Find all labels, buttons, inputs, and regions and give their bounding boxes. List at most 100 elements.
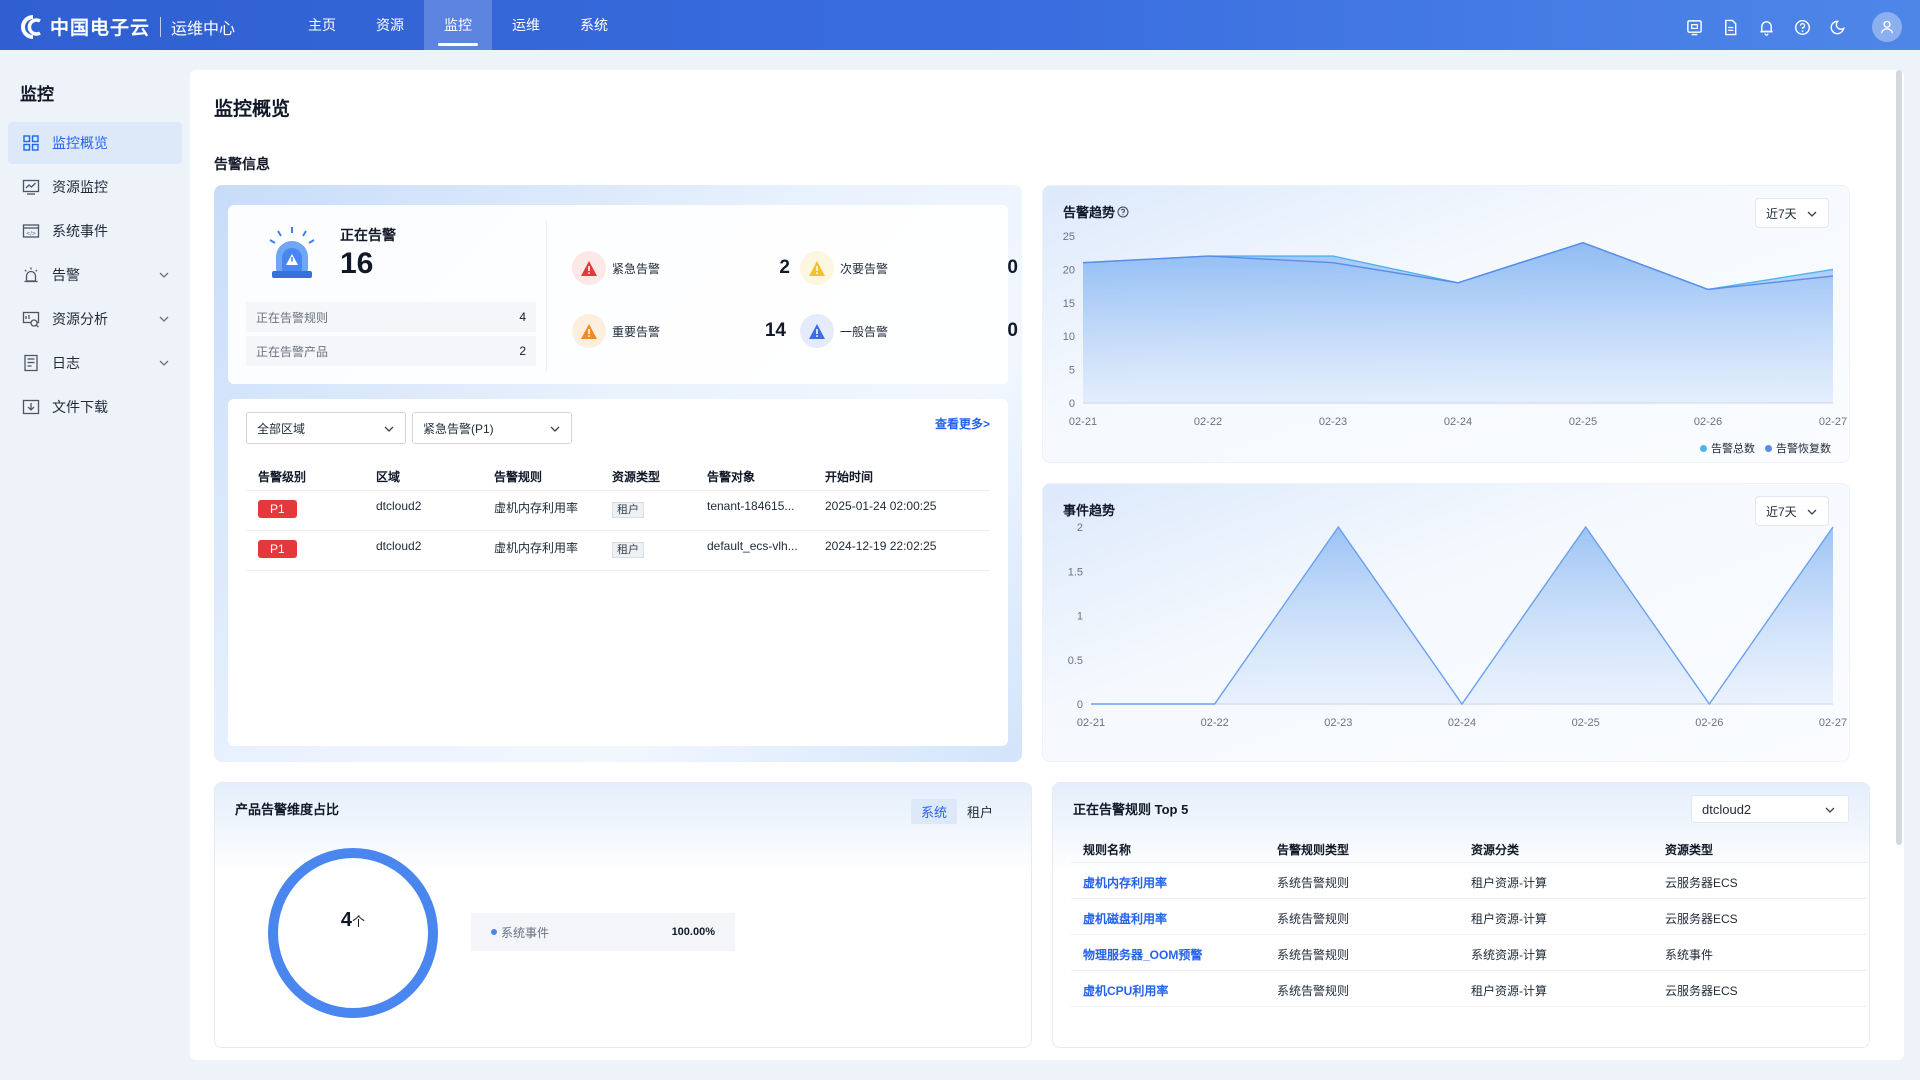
sidebar-item-label: 资源监控 xyxy=(52,179,108,195)
sidebar-item-label: 系统事件 xyxy=(52,223,108,239)
alarm-table-header: 告警级别 区域 告警规则 资源类型 告警对象 开始时间 xyxy=(246,459,990,491)
sidebar-item-resource-monitor[interactable]: 资源监控 xyxy=(8,166,182,208)
chevron-down-icon xyxy=(1825,807,1835,813)
cell-region: dtcloud2 xyxy=(376,499,422,513)
cell-resource-type: 云服务器ECS xyxy=(1665,984,1738,998)
chevron-down-icon xyxy=(159,316,169,322)
alarm-trend-title-text: 告警趋势 xyxy=(1063,205,1116,220)
nav-system[interactable]: 系统 xyxy=(580,17,608,33)
firing-rules-row[interactable]: 正在告警规则 4 xyxy=(246,302,536,332)
table-row[interactable]: 物理服务器_OOM预警 系统告警规则 系统资源-计算 系统事件 xyxy=(1071,935,1867,971)
x-tick-label: 02-26 xyxy=(1695,717,1723,729)
cell-target: default_ecs-vlh... xyxy=(707,539,798,553)
sidebar-item-label: 告警 xyxy=(52,267,80,283)
firing-rules-count: 4 xyxy=(519,310,526,324)
main-content: 监控概览 告警信息 正在告警 16 正在告警规则 4 xyxy=(190,70,1904,1060)
alarm-trend-range-select[interactable]: 近7天 xyxy=(1755,198,1829,228)
severity-label: 一般告警 xyxy=(840,324,889,339)
sidebar-item-overview[interactable]: 监控概览 xyxy=(8,122,182,164)
y-tick-label: 20 xyxy=(1063,264,1075,276)
moon-icon[interactable] xyxy=(1820,14,1856,40)
alarm-lamp-icon xyxy=(22,266,40,284)
screen-icon[interactable] xyxy=(1676,14,1712,40)
warning-triangle-icon xyxy=(800,251,834,285)
user-avatar[interactable] xyxy=(1872,12,1902,42)
sidebar-item-alarm[interactable]: 告警 xyxy=(8,254,182,296)
legend-dot xyxy=(1765,444,1772,452)
x-tick-label: 02-21 xyxy=(1069,416,1097,428)
rule-name-link[interactable]: 虚机磁盘利用率 xyxy=(1083,912,1168,926)
svg-text:</>: </> xyxy=(26,231,36,237)
severity-critical[interactable]: 紧急告警 2 xyxy=(572,250,790,286)
vertical-scrollbar[interactable] xyxy=(1896,70,1902,845)
document-icon[interactable] xyxy=(1712,14,1748,40)
alarm-trend-title: 告警趋势 xyxy=(1063,202,1129,221)
donut-ring[interactable] xyxy=(268,848,438,1018)
series-area xyxy=(1083,242,1833,403)
warning-triangle-icon xyxy=(800,314,834,348)
sidebar-menu: 监控概览 资源监控 </> 系统事件 告警 资源分析 日志 文件下载 xyxy=(8,122,182,430)
y-tick-label: 0 xyxy=(1069,398,1075,410)
info-icon[interactable] xyxy=(1117,206,1129,218)
x-tick-label: 02-22 xyxy=(1194,416,1222,428)
rule-name-link[interactable]: 虚机CPU利用率 xyxy=(1083,984,1169,998)
sidebar-item-resource-analysis[interactable]: 资源分析 xyxy=(8,298,182,340)
nav-resources[interactable]: 资源 xyxy=(376,17,404,33)
pie-legend-row[interactable]: 系统事件 100.00% xyxy=(471,913,735,951)
cell-start-time: 2025-01-24 02:00:25 xyxy=(825,499,937,513)
legend-item-total[interactable]: 告警总数 xyxy=(1700,440,1755,456)
level-select[interactable]: 紧急告警(P1) xyxy=(412,412,572,444)
cell-rule: 虚机内存利用率 xyxy=(494,501,579,515)
nav-home[interactable]: 主页 xyxy=(308,17,336,33)
analysis-icon xyxy=(22,310,40,328)
top-bar: 中国电子云 运维中心 主页 资源 监控 运维 系统 xyxy=(0,0,1920,50)
help-icon[interactable] xyxy=(1784,14,1820,40)
cell-category: 租户资源-计算 xyxy=(1471,876,1547,890)
severity-label: 重要告警 xyxy=(612,324,661,339)
region-select[interactable]: 全部区域 xyxy=(246,412,406,444)
sidebar-item-system-events[interactable]: </> 系统事件 xyxy=(8,210,182,252)
chevron-down-icon xyxy=(1807,211,1817,217)
severity-general[interactable]: 一般告警 0 xyxy=(800,313,1018,349)
table-row[interactable]: 虚机磁盘利用率 系统告警规则 租户资源-计算 云服务器ECS xyxy=(1071,899,1867,935)
sidebar-item-label: 资源分析 xyxy=(52,311,108,327)
pie-legend-label: 系统事件 xyxy=(501,925,550,940)
legend-item-recovered[interactable]: 告警恢复数 xyxy=(1765,440,1831,456)
table-row[interactable]: 虚机CPU利用率 系统告警规则 租户资源-计算 云服务器ECS xyxy=(1071,971,1867,1007)
event-trend-chart: 0 0.5 1 1.5 2 02-21 02-22 02-23 02-24 02-25 02-26 0… xyxy=(1068,522,1847,729)
nav-monitor[interactable]: 监控 xyxy=(424,0,492,50)
series-line xyxy=(1091,525,1834,706)
sidebar-item-label: 日志 xyxy=(52,355,80,371)
sidebar-item-logs[interactable]: 日志 xyxy=(8,342,182,384)
nav-ops[interactable]: 运维 xyxy=(512,17,540,33)
firing-products-row[interactable]: 正在告警产品 2 xyxy=(246,336,536,366)
cell-rule-type: 系统告警规则 xyxy=(1277,948,1350,962)
table-row[interactable]: 虚机内存利用率 系统告警规则 租户资源-计算 云服务器ECS xyxy=(1071,863,1867,899)
sidebar-item-file-download[interactable]: 文件下载 xyxy=(8,386,182,428)
cell-rule-type: 系统告警规则 xyxy=(1277,984,1350,998)
table-row[interactable]: P1 dtcloud2 虚机内存利用率 租户 tenant-184615... … xyxy=(246,491,990,531)
x-tick-label: 02-24 xyxy=(1448,717,1476,729)
tab-tenant[interactable]: 租户 xyxy=(966,805,993,820)
bell-icon[interactable] xyxy=(1748,14,1784,40)
rule-name-link[interactable]: 物理服务器_OOM预警 xyxy=(1083,948,1203,962)
event-trend-title: 事件趋势 xyxy=(1063,503,1116,518)
rule-name-link[interactable]: 虚机内存利用率 xyxy=(1083,876,1168,890)
level-select-value: 紧急告警(P1) xyxy=(423,421,494,436)
sidebar-item-label: 文件下载 xyxy=(52,399,108,415)
top-rules-region-select[interactable]: dtcloud2 xyxy=(1691,795,1849,823)
y-tick-label: 2 xyxy=(1077,522,1083,534)
table-row[interactable]: P1 dtcloud2 虚机内存利用率 租户 default_ecs-vlh..… xyxy=(246,531,990,571)
view-more-link[interactable]: 查看更多> xyxy=(934,417,990,431)
severity-major[interactable]: 重要告警 14 xyxy=(572,313,790,349)
cell-rule-type: 系统告警规则 xyxy=(1277,912,1350,926)
event-trend-range-select[interactable]: 近7天 xyxy=(1755,496,1829,526)
log-icon xyxy=(22,354,40,372)
brand[interactable]: 中国电子云 运维中心 xyxy=(20,13,235,40)
col-level: 告警级别 xyxy=(258,470,307,484)
col-region: 区域 xyxy=(376,470,401,484)
resource-type-tag: 租户 xyxy=(612,542,644,558)
severity-minor[interactable]: 次要告警 0 xyxy=(800,250,1018,286)
col-start-time: 开始时间 xyxy=(825,470,874,484)
tab-system[interactable]: 系统 xyxy=(910,799,957,824)
